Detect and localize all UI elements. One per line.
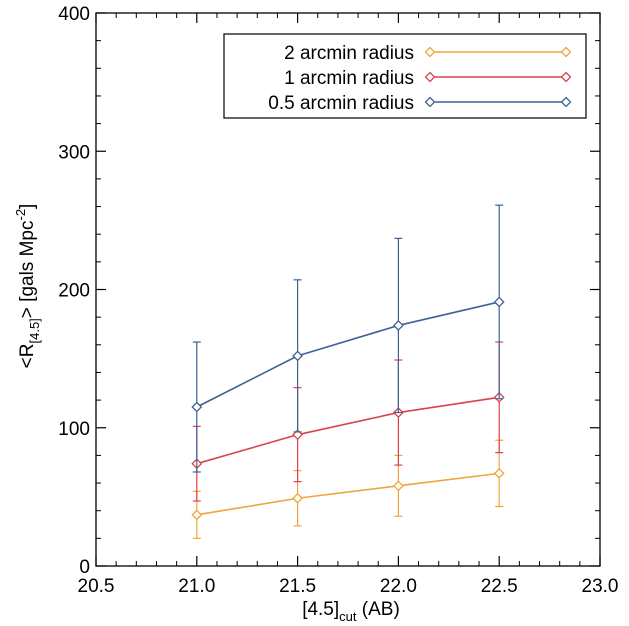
legend-label: 0.5 arcmin radius — [268, 93, 414, 114]
ticks: 20.5 21.0 21.5 22.0 22.5 23.0 0 100 200 300 400 — [58, 4, 618, 597]
series-line — [196, 396, 500, 465]
legend-marker — [560, 96, 572, 108]
data-point — [493, 296, 505, 308]
legend-box — [223, 33, 587, 119]
legend: 2 arcmin radius 1 arcmin radius 0.5 arcmin… — [223, 33, 587, 119]
x-tick-label: 21.0 — [178, 576, 215, 597]
series-1-arcmin-radius — [191, 341, 505, 502]
x-tick-label: 21.5 — [279, 576, 316, 597]
y-axis-title-superscript: -2 — [13, 209, 28, 221]
y-axis-title-prefix: <R — [17, 344, 38, 369]
legend-label: 2 arcmin radius — [284, 43, 414, 64]
x-tick-label: 22.5 — [481, 576, 518, 597]
legend-marker — [424, 46, 436, 58]
series-line — [196, 472, 500, 516]
y-tick-label: 0 — [79, 557, 90, 578]
x-tick-label: 20.5 — [78, 576, 115, 597]
series-2-arcmin-radius — [191, 439, 505, 539]
data-point — [191, 401, 203, 413]
y-tick-label: 200 — [58, 281, 90, 302]
x-axis-title-subscript: cut — [339, 609, 357, 624]
legend-marker — [560, 46, 572, 58]
y-axis-title-subscript: [4.5] — [27, 318, 42, 343]
x-axis-title: [4.5]cut (AB) — [302, 599, 400, 624]
legend-marker — [424, 71, 436, 83]
y-axis-title: <R[4.5]> [gals Mpc-2] — [13, 204, 42, 369]
x-axis-title-main: [4.5] — [302, 599, 339, 620]
y-tick-label: 400 — [58, 4, 90, 25]
y-axis-title-suffix: ] — [17, 204, 38, 209]
series-layer — [191, 204, 505, 539]
data-point — [392, 320, 404, 331]
data-point — [191, 509, 203, 521]
x-tick-label: 22.0 — [380, 576, 417, 597]
y-axis-title-mid: > [gals Mpc — [17, 221, 38, 319]
y-tick-label: 100 — [58, 419, 90, 440]
x-axis-title-suffix: (AB) — [357, 599, 400, 620]
data-point — [493, 467, 505, 479]
data-point — [392, 480, 404, 492]
legend-label: 1 arcmin radius — [284, 68, 414, 89]
legend-marker — [424, 96, 436, 108]
data-point — [292, 350, 304, 362]
series-line — [196, 301, 500, 408]
data-point — [292, 492, 304, 504]
y-tick-label: 300 — [58, 142, 90, 163]
x-tick-label: 23.0 — [582, 576, 619, 597]
legend-marker — [560, 71, 572, 83]
series-0-5-arcmin-radius — [191, 204, 505, 473]
